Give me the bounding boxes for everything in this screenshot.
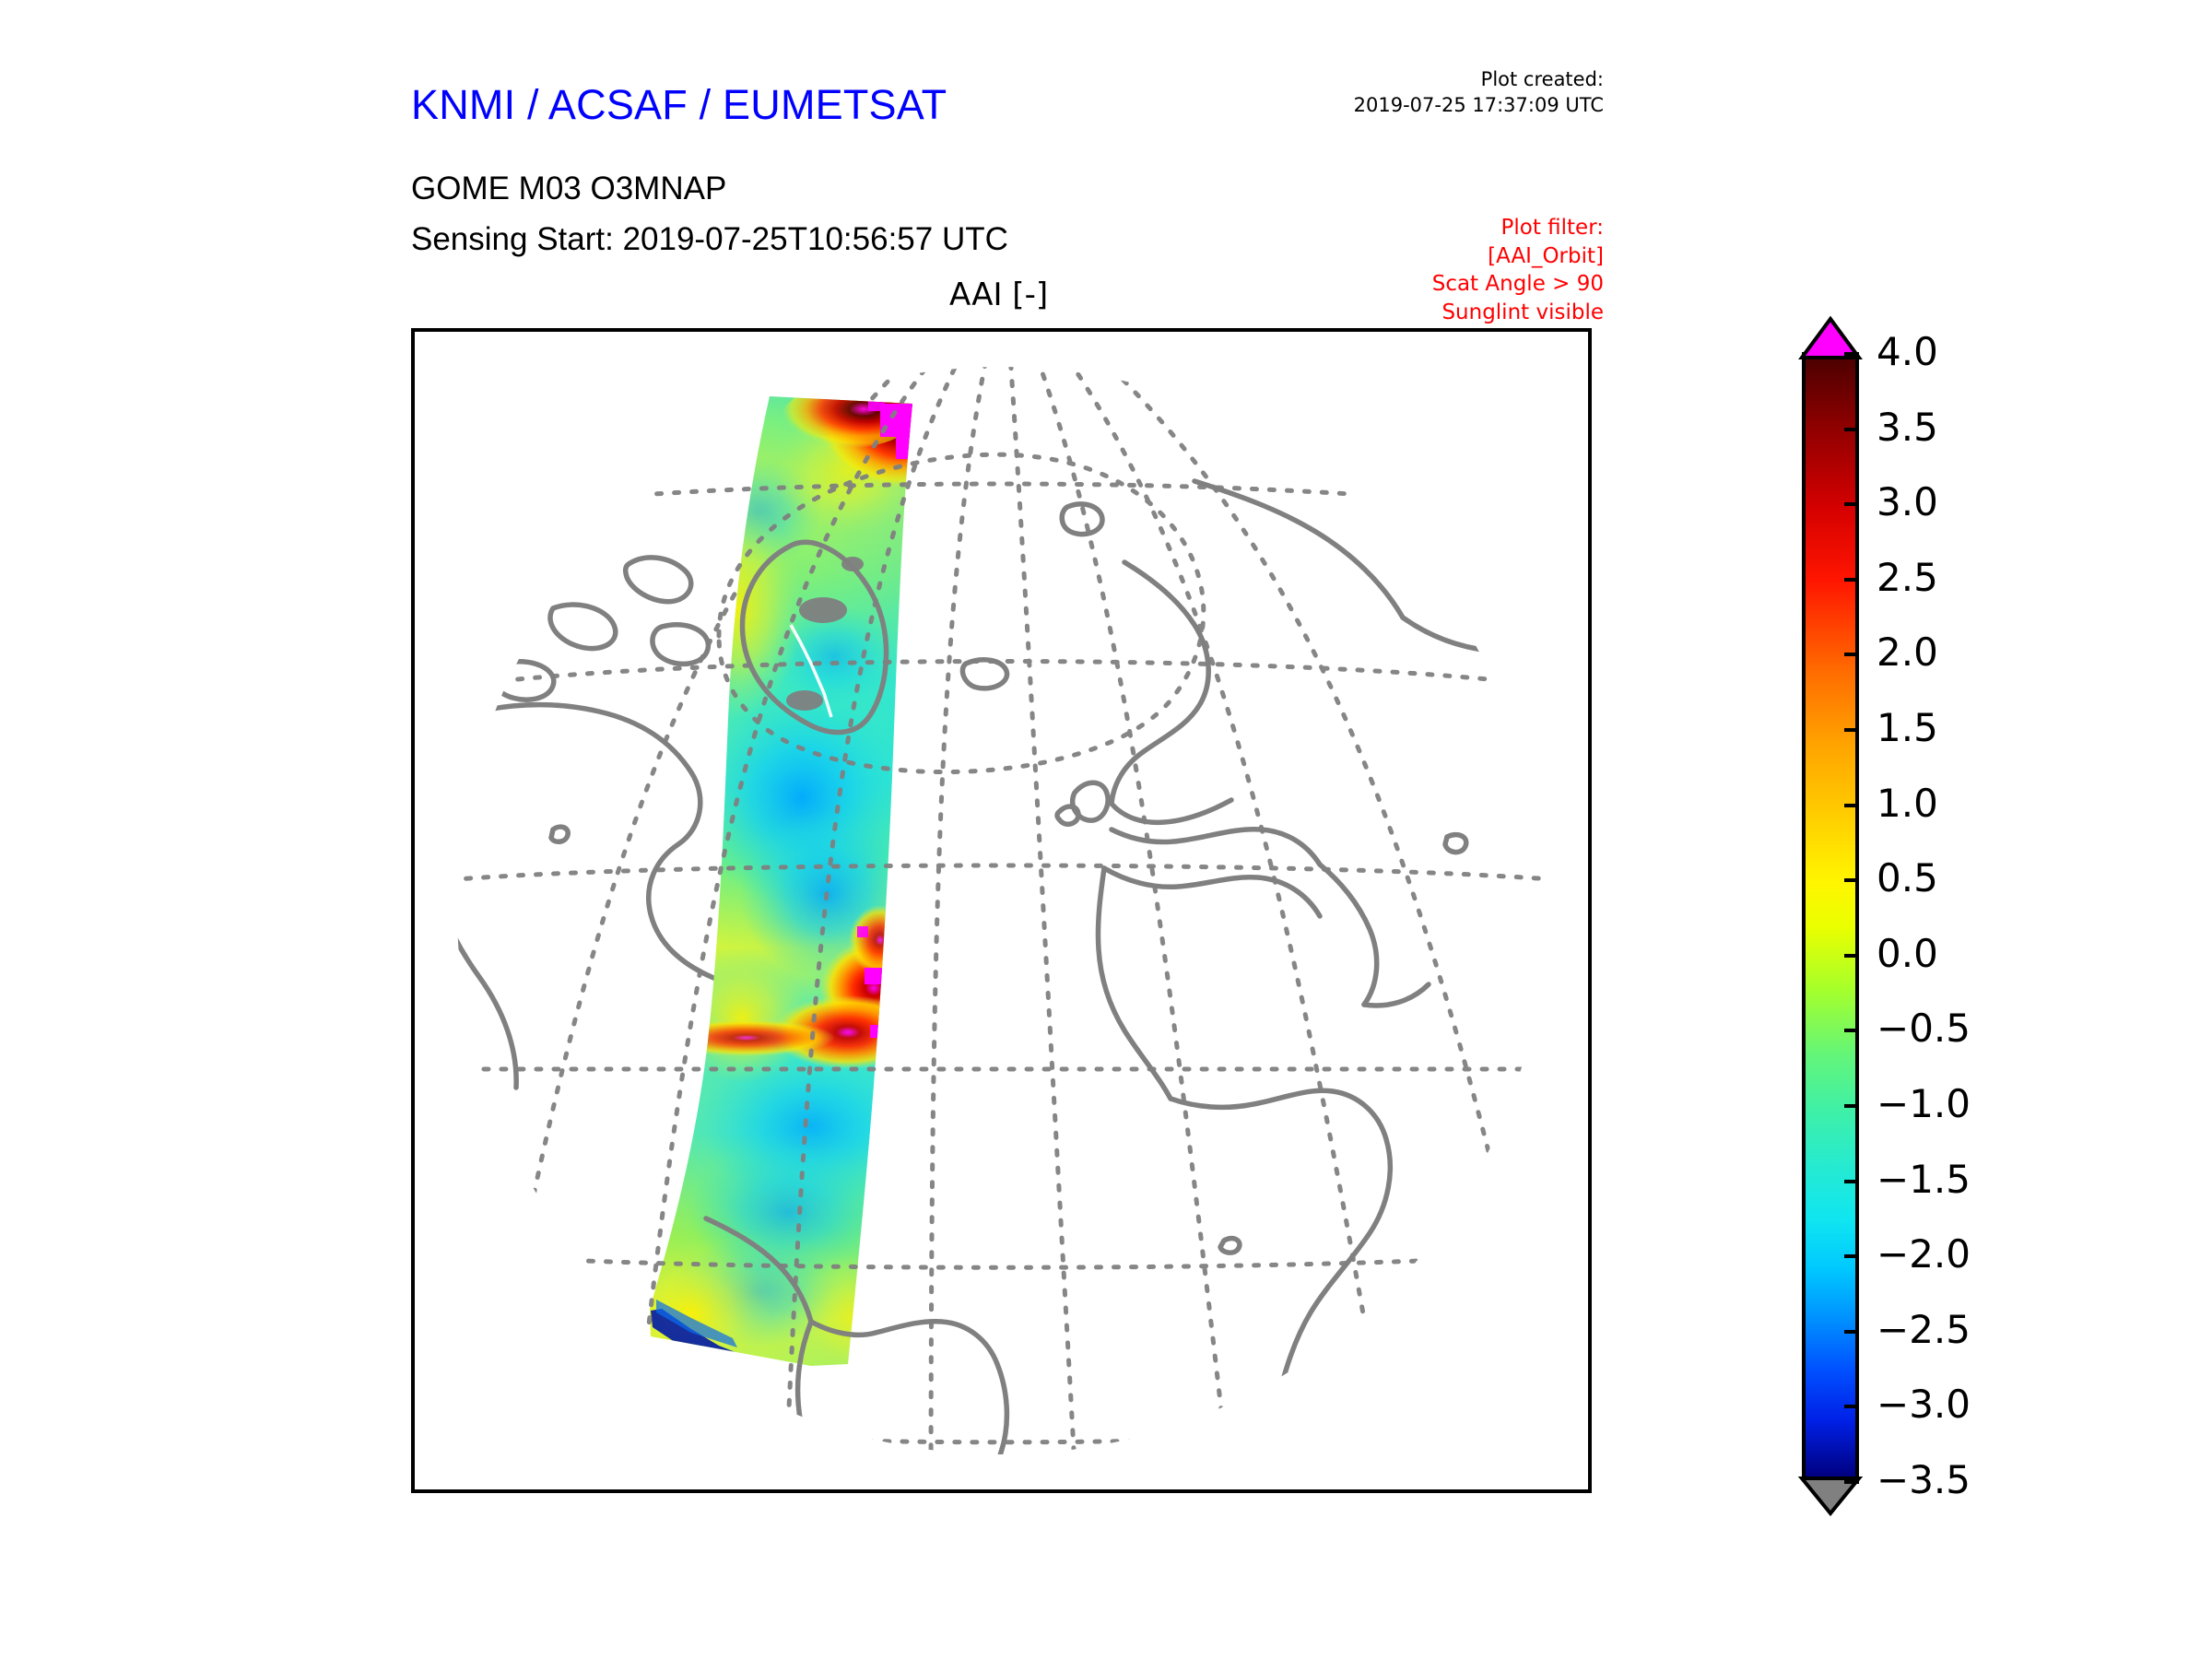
colorbar-tick-label: −2.5 <box>1877 1306 1971 1352</box>
plot-filter-sunglint: Sunglint visible <box>1441 300 1604 324</box>
colorbar-tick <box>1844 728 1859 732</box>
colorbar-tick-label: 3.0 <box>1877 479 1938 525</box>
colorbar-tick-label: −3.0 <box>1877 1382 1971 1428</box>
colorbar-tick <box>1844 427 1859 431</box>
colorbar-tick-label: −1.0 <box>1877 1081 1971 1126</box>
page-title: AAI [-] <box>949 276 1049 313</box>
colorbar-tick-label: −3.5 <box>1877 1457 1971 1502</box>
colorbar-tick-label: 2.5 <box>1877 554 1938 600</box>
colorbar-tick <box>1844 1104 1859 1108</box>
colorbar-tick <box>1844 502 1859 507</box>
plot-created-block: Plot created: 2019-07-25 17:37:09 UTC <box>1272 66 1604 119</box>
colorbar-tick <box>1844 577 1859 582</box>
plot-filter-block: Plot filter: [AAI_Orbit] Scat Angle > 90… <box>1327 214 1604 326</box>
colorbar-tick <box>1844 1254 1859 1259</box>
colorbar-ticks <box>1802 352 1859 1484</box>
colorbar-tick <box>1844 1329 1859 1334</box>
missing-data-scanline <box>789 624 833 718</box>
colorbar-gradient <box>1802 352 1859 1480</box>
colorbar-tick-label: 0.5 <box>1877 855 1938 901</box>
colorbar-tick-label: −0.5 <box>1877 1006 1971 1052</box>
colorbar-tick-label: −1.5 <box>1877 1156 1971 1202</box>
colorbar-tick <box>1844 352 1859 356</box>
map-plot-area[interactable] <box>411 328 1592 1493</box>
sensing-start-text: Sensing Start: 2019-07-25T10:56:57 UTC <box>411 221 1008 257</box>
colorbar-tick-label: 4.0 <box>1877 329 1938 374</box>
graticule <box>457 367 1545 1454</box>
colorbar-tick-label: 2.0 <box>1877 629 1938 676</box>
colorbar-tick-label: 0.0 <box>1877 930 1938 976</box>
colorbar-tick-label: 3.5 <box>1877 404 1938 450</box>
plot-filter-name: [AAI_Orbit] <box>1488 243 1604 268</box>
product-name: GOME M03 O3MNAP <box>411 171 727 206</box>
colorbar-tick <box>1844 1480 1859 1484</box>
plot-filter-label: Plot filter: <box>1500 216 1604 240</box>
organisation-title: KNMI / ACSAF / EUMETSAT <box>411 81 947 128</box>
plot-filter-scat-angle: Scat Angle > 90 <box>1431 272 1604 297</box>
colorbar[interactable]: 4.0 3.5 3.0 2.5 2.0 1.5 1.0 0.5 0.0 −0.5 −1.0 −1.5 −… <box>1797 315 2184 1517</box>
swath-land-mask <box>786 557 864 711</box>
colorbar-under-arrow <box>1797 1477 1864 1517</box>
map-canvas <box>457 367 1545 1454</box>
colorbar-extend-arrows <box>1797 315 1864 1517</box>
graticule-overlay <box>650 396 912 1366</box>
colorbar-tick <box>1844 653 1859 657</box>
colorbar-tick-label: 1.5 <box>1877 705 1938 750</box>
colorbar-over-arrow <box>1798 315 1863 359</box>
plot-created-label: Plot created: <box>1480 68 1604 90</box>
colorbar-tick-label: 1.0 <box>1877 780 1938 826</box>
colorbar-tick <box>1844 878 1859 883</box>
colorbar-tick-label: −2.0 <box>1877 1231 1971 1277</box>
colorbar-tick <box>1844 803 1859 807</box>
plot-created-timestamp: 2019-07-25 17:37:09 UTC <box>1353 94 1604 117</box>
colorbar-tick <box>1844 1029 1859 1033</box>
colorbar-tick <box>1844 1405 1859 1409</box>
colorbar-tick <box>1844 953 1859 958</box>
colorbar-tick <box>1844 1179 1859 1183</box>
